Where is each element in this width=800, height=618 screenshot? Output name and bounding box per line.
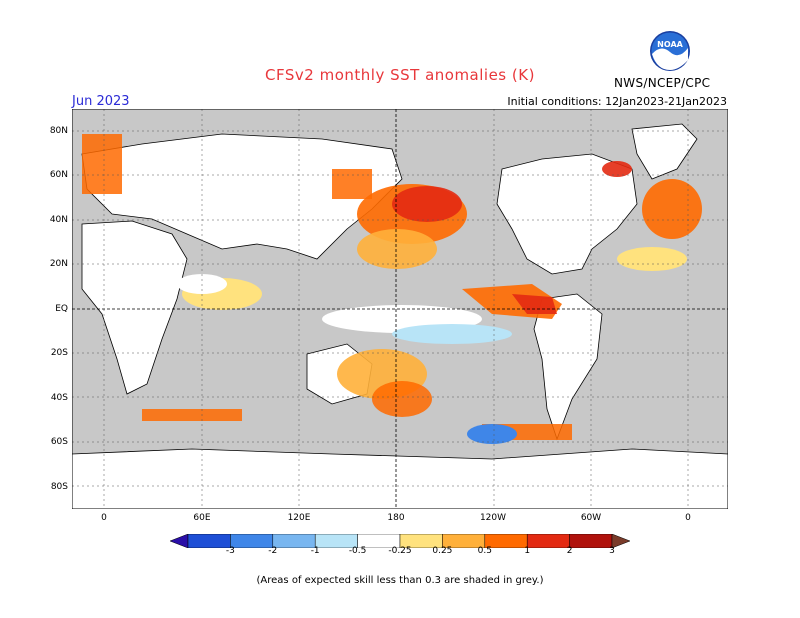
colorbar-tick-label: 0.25 xyxy=(432,546,453,556)
colorbar-tick-label: 1 xyxy=(524,546,531,556)
org-label: NWS/NCEP/CPC xyxy=(614,76,711,90)
lon-label: 60E xyxy=(193,513,211,523)
initial-conditions: Initial conditions: 12Jan2023-21Jan2023 xyxy=(507,95,727,108)
noaa-logo: NOAA xyxy=(649,30,691,72)
lat-label: 60N xyxy=(49,170,68,180)
colorbar-tick-label: -0.25 xyxy=(388,546,412,556)
lon-label: 60W xyxy=(580,513,602,523)
logo-text: NOAA xyxy=(657,40,683,49)
antarctica xyxy=(71,448,729,510)
colorbar xyxy=(169,533,631,557)
colorbar-max-arrow xyxy=(611,533,631,549)
anomaly-patches xyxy=(82,134,702,444)
colorbar-tick-label: 2 xyxy=(566,546,573,556)
equator-dateline xyxy=(72,109,728,509)
colorbar-min-arrow xyxy=(169,533,189,549)
greenland xyxy=(631,123,698,180)
colorbar-tick-label: -0.5 xyxy=(348,546,367,556)
footnote: (Areas of expected skill less than 0.3 a… xyxy=(256,575,544,586)
chart-title: CFSv2 monthly SST anomalies (K) xyxy=(265,66,535,84)
lat-label: 80S xyxy=(50,482,68,492)
north-america xyxy=(496,153,638,275)
colorbar-tick-label: -1 xyxy=(310,546,320,556)
colorbar-tick-label: -2 xyxy=(268,546,278,556)
lat-label: 40N xyxy=(49,215,68,225)
lon-label: 120E xyxy=(287,513,311,523)
lon-label: 0 xyxy=(101,513,107,523)
lat-label: 20N xyxy=(49,259,68,269)
south-america xyxy=(533,293,603,441)
lon-label: 0 xyxy=(685,513,691,523)
lon-label: 180 xyxy=(387,513,405,523)
lat-label: 40S xyxy=(50,393,68,403)
colorbar-tick-label: 3 xyxy=(609,546,615,556)
lat-label: EQ xyxy=(55,304,68,314)
lat-label: 20S xyxy=(50,348,68,358)
month-label: Jun 2023 xyxy=(72,94,130,109)
colorbar-tick-label: -3 xyxy=(225,546,235,556)
sst-anomaly-map xyxy=(71,108,729,510)
lon-label: 120W xyxy=(479,513,507,523)
eurasia xyxy=(81,133,403,260)
colorbar-tick-label: 0.5 xyxy=(477,546,492,556)
lat-label: 80N xyxy=(49,126,68,136)
lat-label: 60S xyxy=(50,437,68,447)
